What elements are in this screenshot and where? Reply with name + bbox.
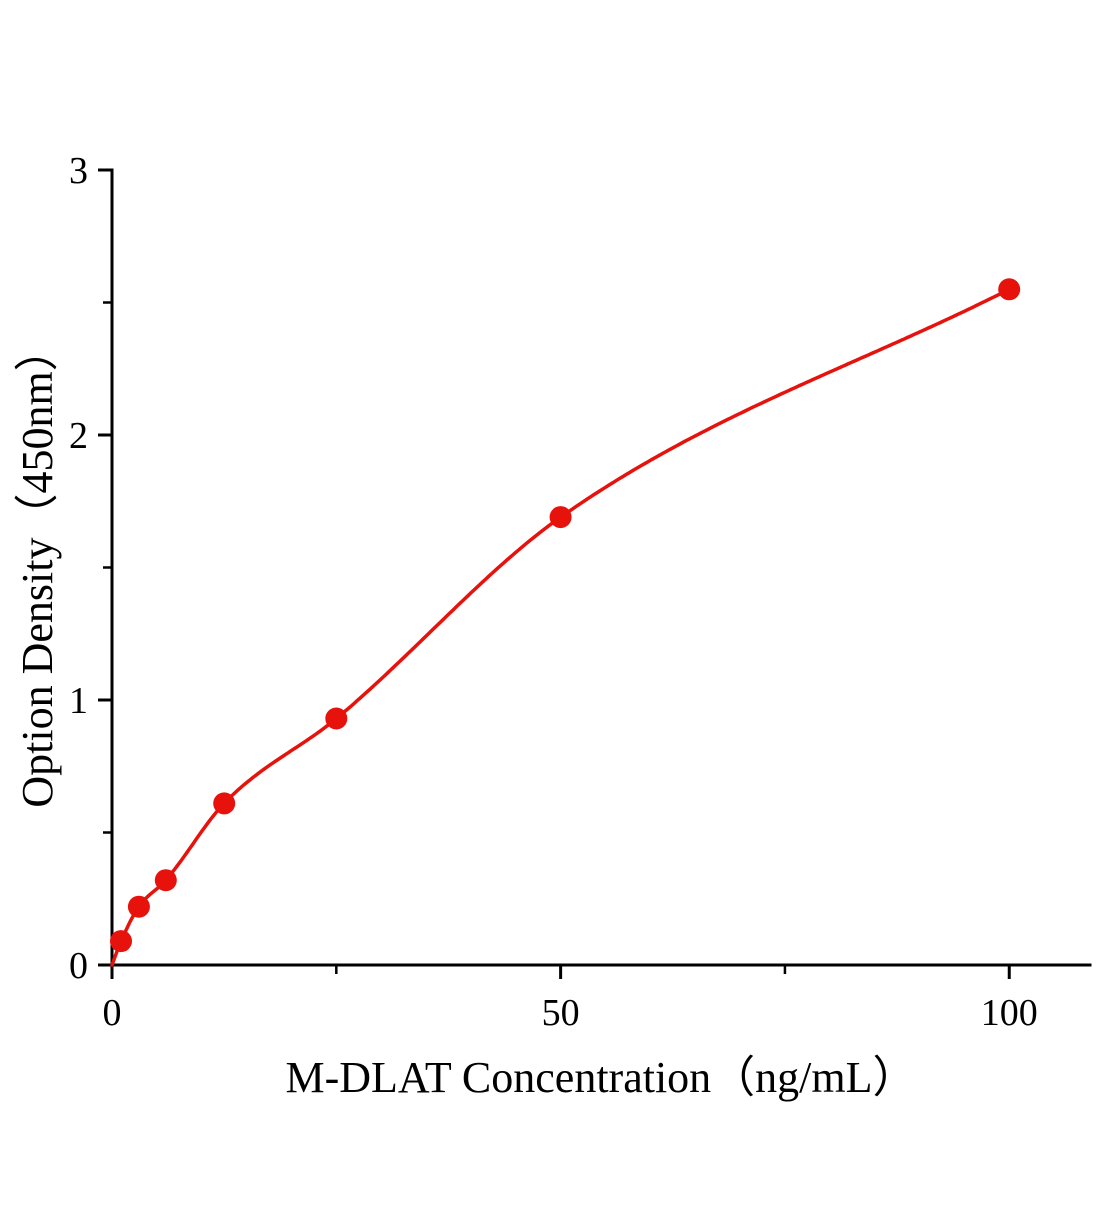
x-axis-label: M-DLAT Concentration（ng/mL）	[286, 1053, 917, 1102]
data-points	[110, 278, 1021, 953]
y-tick-label: 3	[69, 150, 88, 192]
data-point-marker	[127, 895, 150, 918]
data-point-marker	[110, 930, 132, 953]
x-tick-label: 0	[103, 992, 122, 1034]
y-axis-label: Option Density（450nm）	[13, 327, 62, 807]
x-tick-label: 50	[542, 992, 580, 1034]
data-point-marker	[998, 278, 1021, 301]
y-tick-label: 0	[69, 945, 88, 987]
data-point-marker	[213, 792, 236, 815]
axis-tick-labels: 0 50 100 0 1 2 3	[69, 150, 1038, 1034]
axes	[110, 168, 1092, 967]
data-point-marker	[325, 707, 348, 730]
y-tick-label: 2	[69, 415, 88, 457]
axis-ticks	[98, 168, 1011, 979]
data-point-marker	[154, 869, 177, 892]
x-tick-label: 100	[981, 992, 1038, 1034]
data-point-marker	[549, 506, 572, 529]
y-tick-label: 1	[69, 680, 88, 722]
fit-curve	[110, 287, 1011, 967]
